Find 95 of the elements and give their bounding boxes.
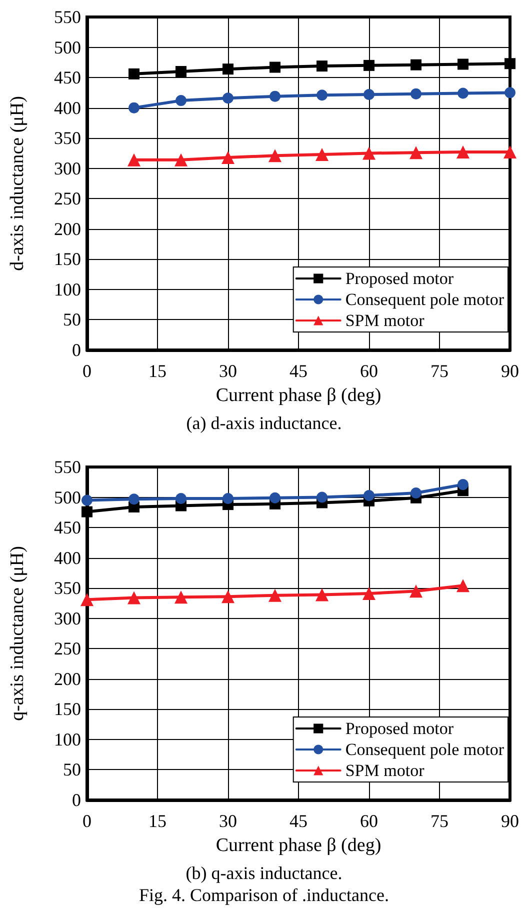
x-tick-label: 60 [360, 361, 378, 381]
point [504, 58, 516, 70]
y-tick-label: 550 [54, 457, 81, 477]
y-tick-label: 0 [72, 790, 81, 810]
point [176, 492, 186, 504]
point [504, 87, 516, 98]
point [222, 492, 234, 504]
point [128, 591, 140, 604]
point [316, 60, 328, 72]
y-tick-label: 350 [54, 128, 81, 148]
point [316, 492, 328, 503]
x-tick-label: 45 [290, 811, 308, 831]
y-tick-label: 50 [63, 310, 81, 330]
y-tick-label: 300 [54, 608, 81, 628]
point [410, 59, 422, 70]
point [316, 90, 328, 101]
x-tick-label: 30 [219, 811, 237, 831]
y-tick-label: 500 [54, 487, 81, 508]
point [82, 506, 92, 518]
point [176, 66, 186, 77]
x-tick-label: 15 [148, 361, 166, 381]
text: (a) d-axis inductance. [186, 413, 342, 433]
x-tick-label: 15 [148, 811, 166, 831]
point [364, 490, 374, 501]
point [410, 488, 422, 499]
y-tick-label: 0 [72, 340, 81, 360]
point [222, 590, 234, 604]
point [270, 62, 280, 73]
legend-label: Proposed motor [345, 719, 454, 738]
point [362, 146, 376, 160]
point [456, 146, 470, 159]
point [268, 149, 282, 162]
y-tick-label: 250 [54, 188, 81, 209]
point [410, 584, 422, 598]
point [410, 88, 422, 100]
point [458, 58, 468, 70]
y-tick-label: 400 [54, 548, 81, 568]
legend-label: Consequent pole motor [345, 290, 504, 309]
point [456, 579, 470, 592]
legend-label: Consequent pole motor [345, 740, 504, 759]
point [128, 102, 140, 114]
point [128, 68, 140, 80]
y-tick-label: 100 [54, 729, 81, 750]
x-tick-label: 75 [430, 811, 448, 831]
x-tick-label: 30 [219, 361, 237, 381]
text: (b) q-axis inductance. [186, 863, 342, 883]
point [174, 153, 188, 166]
point [458, 479, 468, 490]
point [176, 95, 186, 106]
y-tick-label: 200 [54, 218, 81, 239]
y-tick-label: 450 [54, 518, 81, 538]
point [270, 90, 280, 102]
y-tick-label: 50 [63, 760, 81, 780]
point [504, 146, 516, 159]
point [364, 60, 374, 71]
y-tick-label: 100 [54, 279, 81, 300]
y-tick-label: 200 [54, 668, 81, 689]
point [128, 494, 140, 505]
y-axis-title: q-axis inductance (μH) [7, 546, 28, 721]
point [222, 64, 234, 75]
y-tick-label: 300 [54, 158, 81, 178]
x-tick-label: 45 [290, 361, 308, 381]
y-tick-label: 150 [54, 249, 81, 270]
point [410, 146, 422, 160]
x-tick-label: 90 [501, 361, 519, 381]
point [316, 148, 328, 161]
y-tick-label: 350 [54, 578, 81, 598]
point [128, 153, 140, 166]
point [362, 587, 376, 600]
legend-label: Proposed motor [345, 269, 454, 288]
x-tick-label: 60 [360, 811, 378, 831]
point [316, 588, 328, 602]
point [270, 492, 280, 504]
point [222, 150, 234, 164]
y-tick-label: 150 [54, 699, 81, 720]
legend-label: SPM motor [345, 311, 425, 330]
x-tick-label: 75 [430, 361, 448, 381]
x-axis-title: Current phase β (deg) [216, 385, 382, 406]
point [222, 92, 234, 104]
point [80, 593, 94, 606]
point [364, 89, 374, 100]
x-tick-label: 90 [501, 811, 519, 831]
y-tick-label: 450 [54, 68, 81, 88]
caption: Fig. 4. Comparison of .inductance. [139, 885, 389, 905]
y-tick-label: 550 [54, 7, 81, 27]
legend-label: SPM motor [345, 761, 425, 780]
y-tick-label: 400 [54, 98, 81, 118]
point [268, 588, 282, 602]
x-axis-title: Current phase β (deg) [216, 835, 382, 856]
y-axis-title: d-axis inductance (μH) [7, 96, 28, 271]
y-tick-label: 250 [54, 638, 81, 659]
point [82, 494, 92, 506]
y-tick-label: 500 [54, 37, 81, 58]
point [174, 590, 188, 604]
point [458, 88, 468, 99]
